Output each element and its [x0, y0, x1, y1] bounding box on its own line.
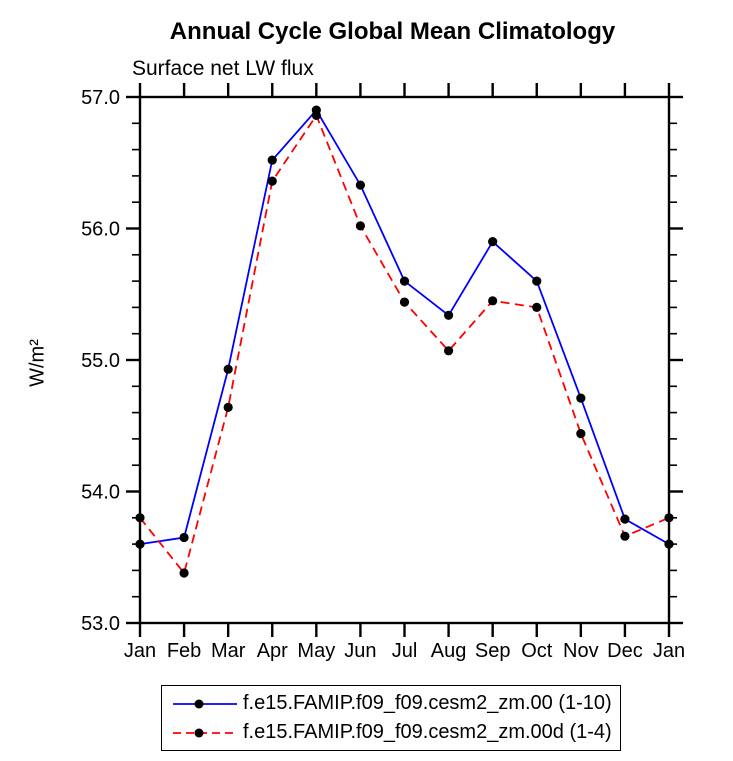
data-point-marker [532, 276, 542, 286]
legend-marker-dot [194, 699, 204, 708]
x-tick-label: Jan [124, 640, 156, 662]
x-tick-label: Aug [431, 640, 467, 662]
data-point-marker [179, 532, 189, 543]
data-point-marker [443, 346, 454, 356]
x-tick-label: May [297, 640, 335, 662]
data-point-marker [532, 302, 542, 312]
legend-item-run2: f.e15.FAMIP.f09_f09.cesm2_zm.00d (1-4) [172, 721, 620, 744]
data-point-marker [399, 297, 410, 307]
legend-marker-dot [194, 728, 204, 737]
data-point-marker [223, 402, 233, 412]
x-tick-label: Oct [521, 640, 553, 662]
data-point-marker [355, 221, 366, 231]
y-tick-label: 54.0 [81, 482, 120, 504]
x-tick-label: Feb [167, 640, 201, 662]
series-markers [135, 105, 674, 578]
data-point-marker [620, 531, 630, 541]
data-point-marker [443, 310, 454, 320]
legend-label-run2: f.e15.FAMIP.f09_f09.cesm2_zm.00d (1-4) [243, 721, 612, 743]
legend-item-run1: f.e15.FAMIP.f09_f09.cesm2_zm.00 (1-10) [172, 692, 620, 715]
data-point-marker [355, 180, 366, 190]
data-point-marker [576, 393, 586, 403]
data-point-marker [267, 155, 277, 165]
y-tick-label: 53.0 [81, 613, 120, 635]
tick-labels: 53.0 54.0 55.0 56.0 57.0 Jan Feb Mar Apr May Jun Ju… [81, 87, 685, 662]
axis-ticks [126, 83, 683, 637]
y-tick-label: 56.0 [81, 219, 120, 241]
data-point-marker [311, 110, 321, 121]
y-tick-label: 57.0 [81, 87, 120, 109]
x-tick-label: Nov [563, 640, 599, 662]
x-tick-label: Jul [392, 640, 418, 662]
series-lines [139, 108, 670, 575]
x-tick-label: Sep [475, 640, 511, 662]
legend-box: f.e15.FAMIP.f09_f09.cesm2_zm.00 (1-10) f… [161, 685, 621, 751]
x-tick-label: Mar [211, 640, 246, 662]
data-point-marker [664, 539, 674, 549]
data-point-marker [223, 364, 233, 374]
data-point-marker [488, 237, 498, 247]
data-point-marker [664, 513, 674, 523]
data-point-marker [135, 539, 145, 549]
legend-dashed-line-sample [173, 728, 237, 737]
legend-solid-line-sample [173, 699, 237, 708]
x-tick-label: Jan [653, 640, 685, 662]
series-line-0 [139, 108, 670, 545]
data-point-marker [488, 296, 498, 306]
x-tick-label: Apr [257, 640, 288, 662]
data-point-marker [179, 568, 189, 578]
legend-label-run1: f.e15.FAMIP.f09_f09.cesm2_zm.00 (1-10) [243, 692, 612, 714]
data-point-marker [576, 429, 586, 439]
series-line-1 [139, 113, 670, 575]
y-tick-label: 55.0 [81, 350, 120, 372]
x-tick-label: Dec [607, 640, 643, 662]
data-point-marker [620, 514, 630, 524]
data-point-marker [399, 276, 410, 286]
axes-frame [138, 95, 671, 625]
data-point-marker [267, 176, 277, 186]
x-tick-label: Jun [344, 640, 376, 662]
chart-title: Annual Cycle Global Mean Climatology [169, 18, 616, 45]
chart-subtitle: Surface net LW flux [132, 57, 314, 80]
data-point-marker [135, 513, 145, 523]
